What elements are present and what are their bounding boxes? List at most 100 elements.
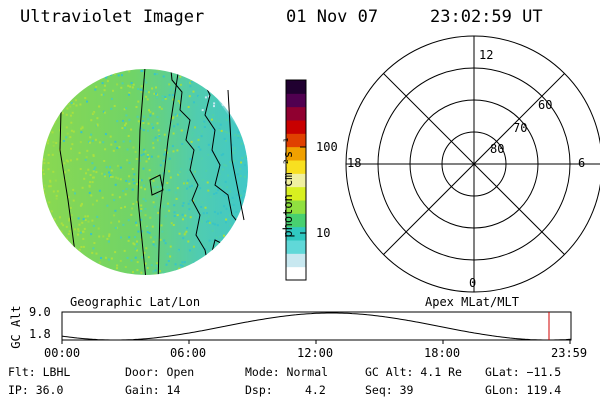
image-speckle: [77, 252, 80, 255]
image-speckle: [93, 242, 96, 244]
image-speckle: [188, 95, 191, 98]
image-speckle: [96, 117, 99, 120]
image-speckle: [182, 202, 185, 205]
image-speckle: [106, 80, 109, 83]
image-speckle: [95, 199, 98, 202]
image-speckle: [176, 149, 179, 152]
image-speckle: [197, 138, 200, 141]
image-speckle: [201, 201, 204, 204]
image-speckle: [145, 90, 148, 93]
image-speckle: [50, 72, 53, 75]
image-speckle: [77, 273, 80, 275]
image-speckle: [238, 135, 241, 138]
image-speckle: [90, 233, 93, 236]
image-speckle: [146, 155, 149, 158]
image-speckle: [50, 231, 53, 234]
image-speckle: [136, 269, 139, 272]
image-speckle: [172, 98, 175, 101]
image-speckle: [47, 153, 50, 156]
image-speckle: [185, 230, 188, 233]
image-speckle: [61, 268, 64, 271]
info-gc-alt: GC Alt: 4.1 Re: [365, 365, 462, 379]
image-speckle: [224, 265, 227, 268]
colorbar-band: [286, 253, 306, 268]
image-speckle: [241, 132, 244, 135]
image-speckle: [125, 122, 128, 125]
image-speckle: [128, 118, 131, 121]
image-speckle: [110, 143, 113, 146]
image-speckle: [66, 243, 69, 246]
image-speckle: [165, 189, 168, 192]
image-speckle: [143, 251, 146, 254]
image-speckle: [92, 247, 95, 250]
image-speckle: [181, 143, 184, 145]
image-speckle: [75, 86, 78, 89]
image-speckle: [223, 137, 226, 140]
image-speckle: [84, 219, 87, 221]
image-speckle: [173, 215, 176, 217]
image-speckle: [187, 230, 190, 233]
image-speckle: [82, 218, 85, 221]
image-speckle: [110, 169, 113, 172]
image-speckle: [126, 148, 129, 151]
image-speckle: [179, 69, 182, 71]
image-speckle: [147, 118, 150, 121]
image-speckle: [135, 224, 138, 227]
image-speckle: [43, 188, 45, 191]
image-speckle: [242, 85, 245, 88]
image-speckle: [205, 169, 208, 172]
image-speckle: [69, 70, 72, 73]
image-speckle: [107, 240, 110, 243]
image-speckle: [131, 188, 134, 191]
image-speckle: [72, 199, 75, 202]
image-speckle: [42, 169, 44, 172]
image-speckle: [64, 260, 67, 263]
image-speckle: [132, 271, 134, 274]
image-speckle: [108, 235, 111, 238]
image-speckle: [146, 98, 149, 101]
image-speckle: [51, 131, 54, 134]
image-speckle: [45, 107, 48, 110]
image-speckle: [148, 91, 150, 94]
image-speckle: [189, 81, 192, 84]
image-speckle: [104, 84, 106, 87]
image-speckle: [56, 101, 59, 104]
image-speckle: [221, 251, 223, 254]
image-speckle: [244, 112, 247, 115]
image-speckle: [84, 97, 87, 99]
image-speckle: [51, 253, 53, 256]
image-speckle: [72, 130, 75, 133]
image-speckle: [63, 269, 66, 272]
image-speckle: [214, 120, 217, 123]
image-speckle: [209, 126, 212, 129]
image-speckle: [43, 225, 46, 228]
image-speckle: [243, 104, 246, 107]
image-speckle: [148, 157, 150, 160]
altitude-xtick-4: 23:59: [551, 346, 588, 360]
image-speckle: [236, 134, 239, 137]
image-speckle: [239, 213, 242, 216]
image-speckle: [128, 93, 130, 96]
info-mode: Mode: Normal: [245, 365, 329, 379]
image-speckle: [71, 143, 74, 146]
image-speckle: [168, 170, 171, 173]
image-speckle: [147, 129, 149, 132]
image-speckle: [176, 123, 179, 126]
image-speckle: [244, 175, 246, 178]
image-speckle: [114, 183, 117, 186]
image-speckle: [59, 255, 62, 258]
image-speckle: [237, 72, 240, 75]
mlt-label-18: 18: [347, 156, 362, 170]
image-speckle: [168, 157, 171, 160]
image-speckle: [186, 171, 189, 174]
image-speckle: [53, 109, 56, 112]
colorbar-band: [286, 266, 306, 281]
image-speckle: [149, 216, 152, 219]
image-speckle: [202, 212, 205, 215]
image-speckle: [247, 113, 248, 116]
image-speckle: [137, 230, 140, 233]
image-speckle: [187, 202, 190, 205]
image-speckle: [69, 136, 72, 139]
image-speckle: [116, 264, 119, 267]
image-speckle: [123, 249, 126, 252]
